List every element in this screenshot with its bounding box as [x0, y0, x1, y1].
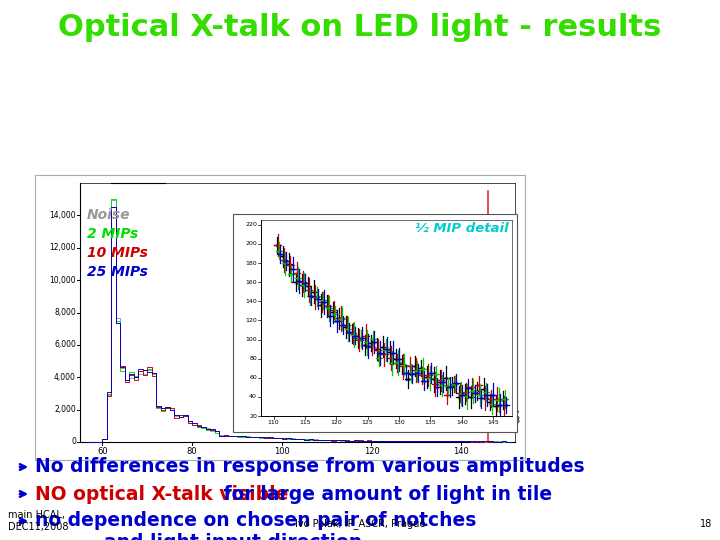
- Text: 12,000: 12,000: [50, 243, 76, 252]
- Text: 10,000: 10,000: [50, 275, 76, 285]
- Text: 60: 60: [249, 375, 257, 380]
- Text: Optical X-talk on LED light - results: Optical X-talk on LED light - results: [58, 14, 662, 43]
- Text: ½ MIP detail: ½ MIP detail: [415, 222, 509, 235]
- Text: 180: 180: [246, 260, 257, 266]
- Text: main HCAL,
DEC11,2008: main HCAL, DEC11,2008: [8, 510, 68, 532]
- Text: 25 MIPs: 25 MIPs: [87, 265, 148, 279]
- Text: 100: 100: [274, 447, 289, 456]
- Text: 80: 80: [249, 356, 257, 361]
- Text: 40: 40: [249, 394, 257, 400]
- Text: 135: 135: [425, 420, 436, 425]
- Text: 120: 120: [364, 447, 379, 456]
- Text: 100: 100: [246, 337, 257, 342]
- Text: 2 MIPs: 2 MIPs: [87, 227, 138, 241]
- Bar: [233, 214, 517, 432]
- Text: 14,000: 14,000: [50, 211, 76, 220]
- Text: 20: 20: [249, 414, 257, 418]
- Text: 60: 60: [97, 447, 108, 456]
- Text: 140: 140: [456, 420, 468, 425]
- Text: 125: 125: [362, 420, 374, 425]
- Text: 110: 110: [268, 420, 279, 425]
- Text: for large amount of light in tile: for large amount of light in tile: [217, 484, 552, 503]
- Text: 130: 130: [393, 420, 405, 425]
- Text: 6,000: 6,000: [54, 340, 76, 349]
- Text: 2,000: 2,000: [54, 405, 76, 414]
- Text: 200: 200: [246, 241, 257, 246]
- Text: Jara Zalešák, at CALICE,
Manchester Sep 9, 2008: Jara Zalešák, at CALICE, Manchester Sep …: [410, 405, 520, 425]
- Text: 0: 0: [71, 437, 76, 447]
- Text: 120: 120: [246, 318, 257, 323]
- Text: 140: 140: [246, 299, 257, 304]
- Text: Ivo Polak, IP_ASCR, Prague: Ivo Polak, IP_ASCR, Prague: [294, 518, 426, 529]
- Text: 18: 18: [700, 519, 712, 529]
- Text: 8,000: 8,000: [54, 308, 76, 317]
- Text: 120: 120: [330, 420, 342, 425]
- Text: 220: 220: [245, 222, 257, 227]
- Text: 10 MIPs: 10 MIPs: [87, 246, 148, 260]
- Text: 140: 140: [454, 447, 469, 456]
- Text: 4,000: 4,000: [54, 373, 76, 382]
- Text: 80: 80: [186, 447, 197, 456]
- Bar: [35, 175, 525, 460]
- Text: and light input direction: and light input direction: [65, 534, 362, 540]
- Text: Noise: Noise: [87, 208, 130, 222]
- Text: 160: 160: [246, 280, 257, 285]
- Text: 115: 115: [299, 420, 311, 425]
- Text: No differences in response from various amplitudes: No differences in response from various …: [35, 457, 585, 476]
- Text: NO optical X-talk visible: NO optical X-talk visible: [35, 484, 289, 503]
- Text: no dependence on chosen pair of notches: no dependence on chosen pair of notches: [35, 511, 477, 530]
- Text: 145: 145: [487, 420, 499, 425]
